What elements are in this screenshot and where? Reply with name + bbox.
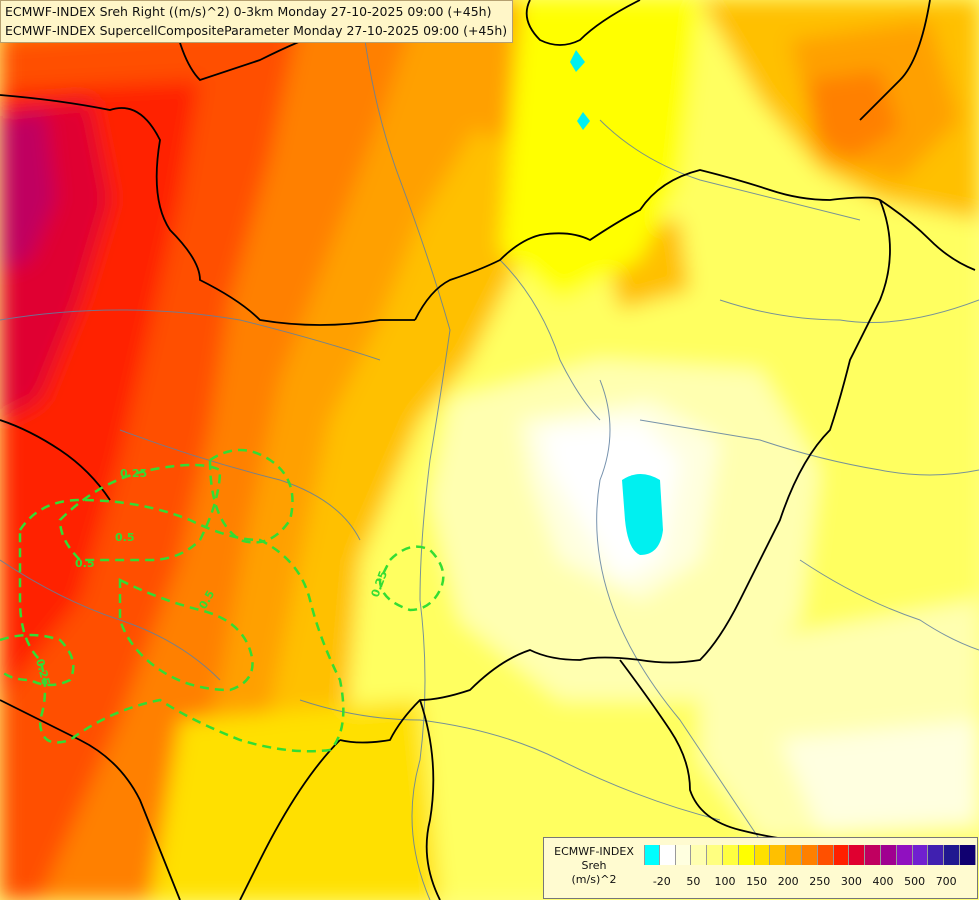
contour-label: 0.25	[120, 467, 147, 480]
legend-tick-label: 400	[872, 875, 894, 888]
color-legend: ECMWF-INDEX Sreh (m/s)^2 -20 50 100 150 200 2…	[543, 837, 978, 899]
legend-swatch	[722, 845, 739, 865]
legend-swatch	[770, 845, 787, 865]
title-line-2: ECMWF-INDEX SupercellCompositeParameter …	[5, 23, 508, 38]
legend-tick-label: 700	[935, 875, 957, 888]
legend-swatch	[691, 845, 708, 865]
legend-swatch	[880, 845, 897, 865]
legend-swatch	[944, 845, 960, 865]
legend-swatch	[659, 845, 676, 865]
legend-tick-label: 200	[777, 875, 799, 888]
legend-swatch	[801, 845, 818, 865]
legend-swatch	[644, 845, 660, 865]
scp-contours	[0, 448, 445, 753]
legend-swatch	[896, 845, 913, 865]
legend-tick-label: 50	[686, 875, 701, 888]
legend-tick-label: -20	[652, 875, 671, 888]
legend-swatch	[865, 845, 881, 865]
legend-title-line: ECMWF-INDEX	[554, 845, 634, 858]
legend-tick-label: 100	[714, 875, 736, 888]
legend-swatch	[928, 845, 945, 865]
legend-title-line: (m/s)^2	[571, 873, 617, 886]
legend-swatch	[707, 845, 723, 865]
legend-swatch	[833, 845, 850, 865]
legend-swatch	[754, 845, 771, 865]
legend-title-line: Sreh	[581, 859, 607, 872]
legend-swatch	[786, 845, 802, 865]
legend-tick-label: 300	[840, 875, 862, 888]
map-title-box: ECMWF-INDEX Sreh Right ((m/s)^2) 0-3km M…	[0, 0, 514, 43]
legend-swatch	[817, 845, 834, 865]
min-cyan-area	[570, 50, 663, 555]
legend-swatch	[849, 845, 866, 865]
legend-swatch	[959, 845, 976, 865]
legend-labels: -20 50 100 150 200 250 300 400 500 700	[644, 875, 977, 891]
contour-label: 0.5	[115, 531, 135, 544]
title-line-1: ECMWF-INDEX Sreh Right ((m/s)^2) 0-3km M…	[5, 4, 492, 19]
legend-tick-label: 500	[904, 875, 926, 888]
legend-swatch	[738, 845, 755, 865]
contour-label: 0.5	[75, 557, 95, 570]
legend-title: ECMWF-INDEX Sreh (m/s)^2	[550, 845, 638, 887]
legend-swatch	[912, 845, 929, 865]
legend-swatches	[644, 845, 976, 865]
legend-swatch	[675, 845, 692, 865]
legend-tick-label: 150	[746, 875, 768, 888]
legend-tick-label: 250	[809, 875, 831, 888]
